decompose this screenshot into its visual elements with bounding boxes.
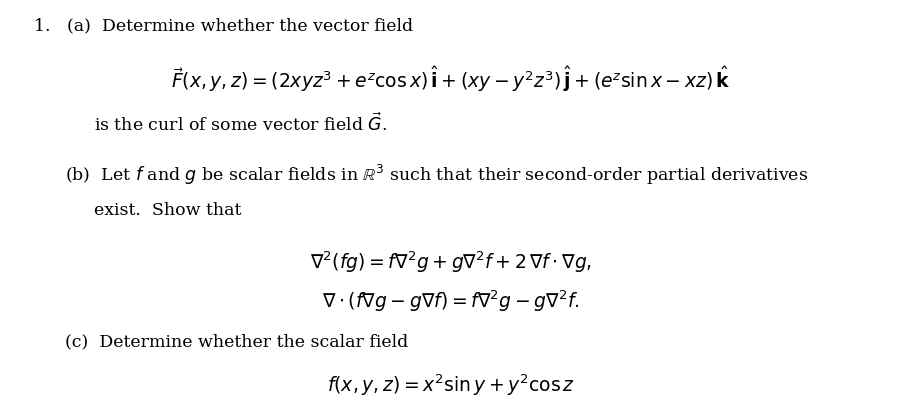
Text: (b)  Let $f$ and $g$ be scalar fields in $\mathbb{R}^3$ such that their second-o: (b) Let $f$ and $g$ be scalar fields in … xyxy=(65,163,808,187)
Text: 1.   (a)  Determine whether the vector field: 1. (a) Determine whether the vector fiel… xyxy=(34,17,413,34)
Text: $\nabla^2(fg) = f\nabla^2 g + g\nabla^2 f + 2\,\nabla f \cdot \nabla g,$: $\nabla^2(fg) = f\nabla^2 g + g\nabla^2 … xyxy=(310,249,592,274)
Text: $f(x, y, z) = x^2 \sin y + y^2 \cos z$: $f(x, y, z) = x^2 \sin y + y^2 \cos z$ xyxy=(327,372,575,398)
Text: $\nabla \cdot (f\nabla g - g\nabla f) = f\nabla^2 g - g\nabla^2 f.$: $\nabla \cdot (f\nabla g - g\nabla f) = … xyxy=(322,289,580,314)
Text: is the curl of some vector field $\vec{G}$.: is the curl of some vector field $\vec{G… xyxy=(94,113,387,135)
Text: exist.  Show that: exist. Show that xyxy=(94,202,241,219)
Text: (c)  Determine whether the scalar field: (c) Determine whether the scalar field xyxy=(65,334,409,351)
Text: $\vec{F}(x, y, z) = (2xyz^3 + e^z \cos x)\,\hat{\mathbf{i}} + (xy - y^2z^3)\,\ha: $\vec{F}(x, y, z) = (2xyz^3 + e^z \cos x… xyxy=(171,64,731,94)
